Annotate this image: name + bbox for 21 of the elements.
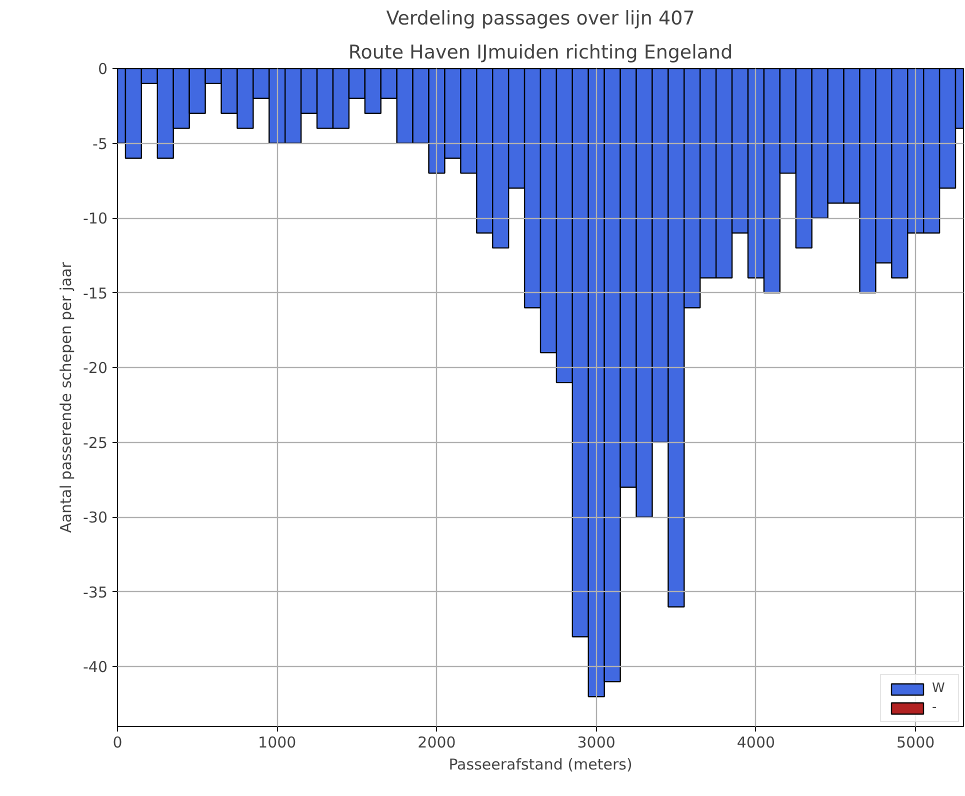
y-tick-label: -5 [92, 134, 108, 153]
chart-subtitle: Route Haven IJmuiden richting Engeland [348, 42, 733, 64]
y-tick-label: -35 [83, 583, 108, 602]
x-tick-label: 0 [112, 734, 122, 752]
x-tick-label: 4000 [736, 734, 776, 752]
y-tick-label: -25 [83, 434, 108, 452]
x-tick-label: 5000 [896, 734, 935, 752]
y-tick-label: -30 [83, 508, 108, 527]
y-axis-title: Aantal passerende schepen per jaar [57, 261, 75, 533]
legend-label: - [932, 700, 938, 715]
x-tick-label: 1000 [258, 734, 296, 752]
x-axis-title: Passeerafstand (meters) [448, 756, 632, 774]
x-tick-label: 2000 [418, 734, 456, 752]
y-tick-label: -20 [83, 359, 108, 378]
chart-title: Verdeling passages over lijn 407 [386, 8, 695, 30]
y-tick-label: -10 [83, 210, 108, 228]
y-tick-label: 0 [98, 60, 108, 78]
y-tick-label: -40 [83, 658, 108, 676]
x-tick-label: 3000 [577, 734, 616, 752]
legend-label: W [932, 681, 946, 696]
y-tick-label: -15 [83, 284, 108, 302]
